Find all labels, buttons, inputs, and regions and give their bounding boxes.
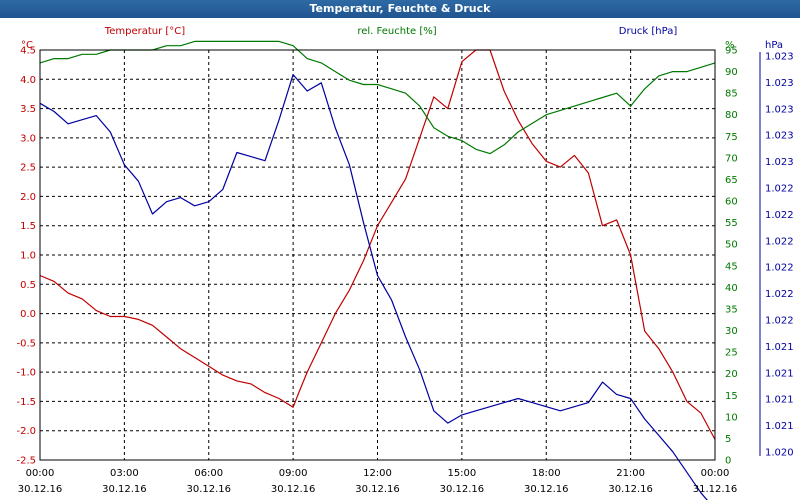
x-tick-date: 30.12.16 [608,484,653,495]
humidity-tick-label: 5 [725,434,731,445]
temperature-tick-label: 3.5 [20,104,36,115]
pressure-tick-label: 1.021 [765,342,794,353]
humidity-tick-label: 70 [725,153,738,164]
humidity-tick-label: 90 [725,67,738,78]
humidity-tick-label: 30 [725,326,738,337]
humidity-axis-title: rel. Feuchte [%] [357,26,436,37]
pressure-unit-label: hPa [765,40,783,51]
humidity-tick-label: 65 [725,175,738,186]
pressure-tick-label: 1.021 [765,395,794,406]
temperature-tick-label: -1.5 [16,397,36,408]
x-tick-time: 21:00 [616,468,645,479]
temperature-tick-label: 4.5 [20,46,36,57]
pressure-tick-label: 1.023 [765,104,794,115]
humidity-tick-label: 95 [725,46,738,57]
grid [40,50,715,460]
humidity-tick-label: 40 [725,283,738,294]
humidity-tick-label: 85 [725,89,738,100]
x-tick-time: 09:00 [279,468,308,479]
temperature-tick-label: 1.5 [20,221,36,232]
pressure-tick-label: 1.023 [765,52,794,63]
pressure-tick-label: 1.021 [765,368,794,379]
humidity-tick-label: 80 [725,110,738,121]
temperature-tick-label: 4.0 [20,75,36,86]
humidity-tick-label: 75 [725,132,738,143]
axis-labels: Temperatur [°C] rel. Feuchte [%] Druck [hP… [16,26,793,495]
x-tick-date: 30.12.16 [102,484,147,495]
temperature-axis-title: Temperatur [°C] [104,26,185,37]
pressure-tick-label: 1.022 [765,184,794,195]
temperature-tick-label: -0.5 [16,338,36,349]
series-line-temperature [39,49,716,440]
x-tick-time: 18:00 [532,468,561,479]
x-tick-time: 03:00 [110,468,139,479]
x-tick-date: 30.12.16 [18,484,63,495]
pressure-tick-label: 1.022 [765,289,794,300]
humidity-tick-label: 20 [725,369,738,380]
pressure-axis-title: Druck [hPa] [619,26,678,37]
pressure-tick-label: 1.022 [765,316,794,327]
temperature-tick-label: 3.0 [20,133,36,144]
humidity-tick-label: 45 [725,261,738,272]
pressure-tick-label: 1.021 [765,421,794,432]
temperature-tick-label: 2.0 [20,192,36,203]
x-tick-time: 06:00 [194,468,223,479]
pressure-tick-label: 1.022 [765,263,794,274]
x-tick-date: 30.12.16 [524,484,569,495]
pressure-tick-label: 1.022 [765,210,794,221]
x-tick-date: 30.12.16 [440,484,485,495]
temperature-tick-label: -2.0 [16,426,36,437]
x-tick-date: 30.12.16 [355,484,400,495]
humidity-tick-label: 35 [725,304,738,315]
x-tick-time: 00:00 [701,468,730,479]
pressure-tick-label: 1.022 [765,236,794,247]
x-tick-time: 12:00 [363,468,392,479]
humidity-tick-label: 60 [725,197,738,208]
temperature-tick-label: 1.0 [20,251,36,262]
x-tick-date: 30.12.16 [271,484,316,495]
temperature-tick-label: 2.5 [20,163,36,174]
humidity-tick-label: 25 [725,348,738,359]
humidity-tick-label: 50 [725,240,738,251]
humidity-unit-label: % [725,40,735,51]
plot-border [39,49,716,461]
temperature-tick-label: 0.0 [20,309,36,320]
x-tick-date: 30.12.16 [186,484,231,495]
window-title: Temperatur, Feuchte & Druck [0,0,800,18]
chart-canvas: Temperatur [°C] rel. Feuchte [%] Druck [hP… [16,26,794,500]
x-tick-time: 00:00 [26,468,55,479]
pressure-tick-label: 1.020 [765,448,794,459]
pressure-tick-label: 1.023 [765,157,794,168]
x-tick-time: 15:00 [447,468,476,479]
humidity-tick-label: 55 [725,218,738,229]
pressure-tick-label: 1.023 [765,131,794,142]
humidity-tick-label: 0 [725,456,731,467]
temperature-tick-label: -2.5 [16,456,36,467]
pressure-tick-label: 1.023 [765,78,794,89]
plot-frame [39,49,761,461]
series-line-pressure [39,73,708,500]
temperature-tick-label: 0.5 [20,280,36,291]
temperature-tick-label: -1.0 [16,368,36,379]
temperature-unit-label: °C [21,40,33,51]
x-tick-date: 31.12.16 [693,484,738,495]
humidity-tick-label: 15 [725,391,738,402]
humidity-tick-label: 10 [725,412,738,423]
